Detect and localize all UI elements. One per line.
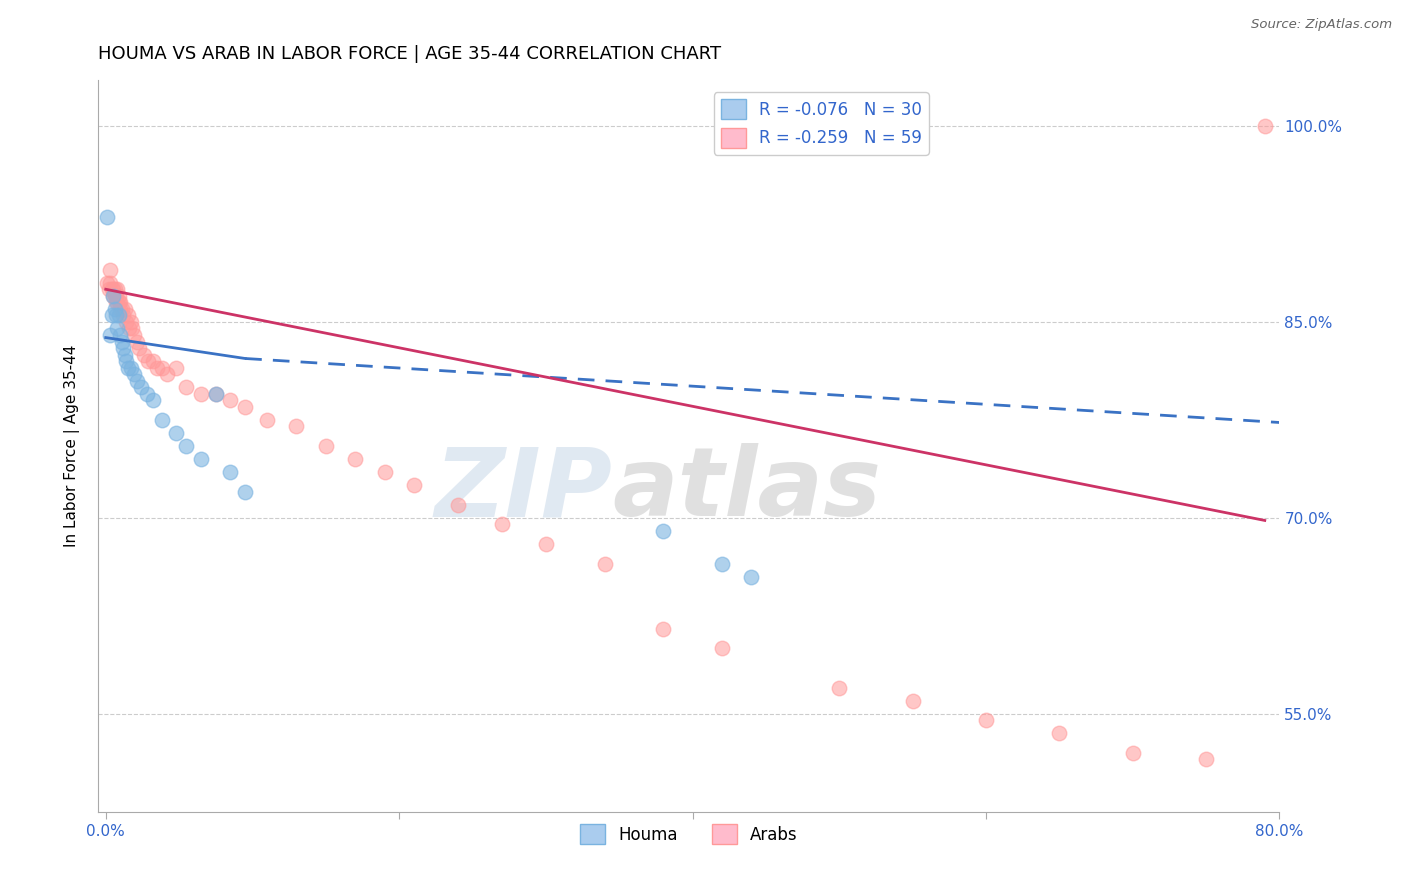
Point	[1122, 746, 1144, 760]
Point	[447, 498, 470, 512]
Point	[114, 301, 136, 316]
Point	[107, 295, 129, 310]
Point	[108, 295, 131, 310]
Point	[100, 282, 122, 296]
Point	[125, 334, 148, 349]
Point	[98, 328, 121, 343]
Y-axis label: In Labor Force | Age 35-44: In Labor Force | Age 35-44	[63, 345, 80, 547]
Point	[136, 354, 159, 368]
Point	[740, 569, 762, 583]
Point	[115, 315, 138, 329]
Point	[105, 289, 128, 303]
Point	[117, 309, 139, 323]
Text: ZIP: ZIP	[434, 443, 612, 536]
Point	[110, 328, 132, 343]
Point	[111, 301, 134, 316]
Text: atlas: atlas	[612, 443, 882, 536]
Point	[165, 425, 187, 440]
Point	[120, 315, 142, 329]
Point	[101, 289, 124, 303]
Point	[652, 524, 675, 538]
Point	[190, 452, 212, 467]
Point	[112, 309, 135, 323]
Point	[491, 517, 513, 532]
Point	[204, 386, 226, 401]
Point	[107, 282, 129, 296]
Point	[125, 374, 148, 388]
Point	[233, 400, 256, 414]
Point	[115, 354, 138, 368]
Point	[122, 328, 145, 343]
Point	[107, 321, 129, 335]
Point	[219, 393, 242, 408]
Point	[121, 321, 143, 335]
Point	[1254, 119, 1277, 133]
Point	[117, 360, 139, 375]
Point	[110, 295, 132, 310]
Point	[97, 282, 120, 296]
Point	[1195, 752, 1218, 766]
Point	[111, 334, 134, 349]
Point	[150, 413, 173, 427]
Point	[1047, 726, 1070, 740]
Point	[105, 309, 128, 323]
Point	[103, 289, 125, 303]
Point	[98, 262, 121, 277]
Point	[233, 484, 256, 499]
Point	[219, 465, 242, 479]
Point	[108, 309, 131, 323]
Point	[176, 380, 198, 394]
Point	[710, 557, 733, 571]
Point	[103, 301, 125, 316]
Point	[103, 282, 125, 296]
Point	[901, 694, 924, 708]
Point	[118, 321, 141, 335]
Point	[344, 452, 367, 467]
Point	[112, 341, 135, 355]
Point	[165, 360, 187, 375]
Point	[190, 386, 212, 401]
Point	[156, 367, 179, 381]
Point	[204, 386, 226, 401]
Point	[101, 282, 124, 296]
Point	[100, 309, 122, 323]
Point	[132, 347, 155, 362]
Point	[534, 537, 557, 551]
Point	[652, 622, 675, 636]
Point	[114, 347, 136, 362]
Text: Source: ZipAtlas.com: Source: ZipAtlas.com	[1251, 18, 1392, 31]
Legend: Houma, Arabs: Houma, Arabs	[574, 817, 804, 851]
Text: HOUMA VS ARAB IN LABOR FORCE | AGE 35-44 CORRELATION CHART: HOUMA VS ARAB IN LABOR FORCE | AGE 35-44…	[98, 45, 721, 62]
Point	[256, 413, 278, 427]
Point	[150, 360, 173, 375]
Point	[593, 557, 616, 571]
Point	[128, 341, 150, 355]
Point	[285, 419, 308, 434]
Point	[315, 439, 337, 453]
Point	[710, 641, 733, 656]
Point	[110, 301, 132, 316]
Point	[105, 295, 128, 310]
Point	[135, 386, 157, 401]
Point	[129, 380, 152, 394]
Point	[101, 289, 124, 303]
Point	[120, 360, 142, 375]
Point	[122, 367, 145, 381]
Point	[142, 354, 165, 368]
Point	[974, 714, 997, 728]
Point	[373, 465, 395, 479]
Point	[402, 478, 425, 492]
Point	[176, 439, 198, 453]
Point	[142, 393, 165, 408]
Point	[146, 360, 169, 375]
Point	[108, 289, 131, 303]
Point	[96, 211, 118, 225]
Point	[828, 681, 851, 695]
Point	[98, 276, 121, 290]
Point	[96, 276, 118, 290]
